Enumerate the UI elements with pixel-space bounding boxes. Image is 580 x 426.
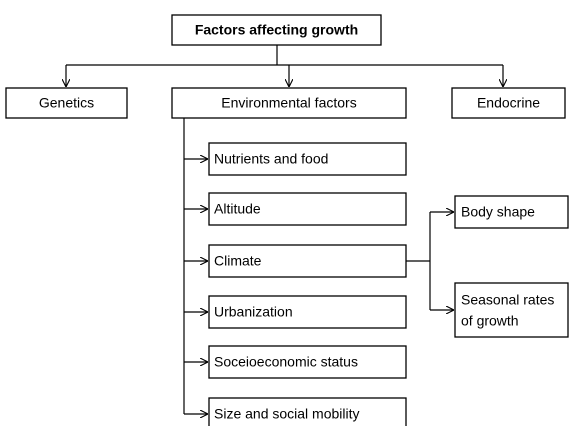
node: Altitude (208, 192, 407, 226)
node-label: Genetics (39, 95, 94, 111)
node: Seasonal rates of growth (454, 282, 569, 338)
node: Size and social mobility (208, 397, 407, 426)
node-label: Soceioeconomic status (214, 354, 358, 370)
node: Nutrients and food (208, 142, 407, 176)
node-label: Climate (214, 253, 262, 269)
node-label: Factors affecting growth (195, 22, 358, 38)
node: Urbanization (208, 295, 407, 329)
node-label: Nutrients and food (214, 151, 328, 167)
node-label: Size and social mobility (214, 406, 360, 422)
node-label: Altitude (214, 201, 261, 217)
node: Environmental factors (171, 87, 407, 119)
node-label: of growth (461, 313, 519, 329)
root-node: Factors affecting growth (171, 14, 382, 46)
node-label: Environmental factors (221, 95, 356, 111)
node-label: Endocrine (477, 95, 540, 111)
node: Climate (208, 244, 407, 278)
node-label: Body shape (461, 204, 535, 220)
node-label: Seasonal rates (461, 292, 554, 308)
connectors (66, 45, 503, 414)
node: Body shape (454, 195, 569, 229)
node-label: Urbanization (214, 304, 293, 320)
node: Soceioeconomic status (208, 345, 407, 379)
node: Endocrine (451, 87, 566, 119)
node: Genetics (5, 87, 128, 119)
